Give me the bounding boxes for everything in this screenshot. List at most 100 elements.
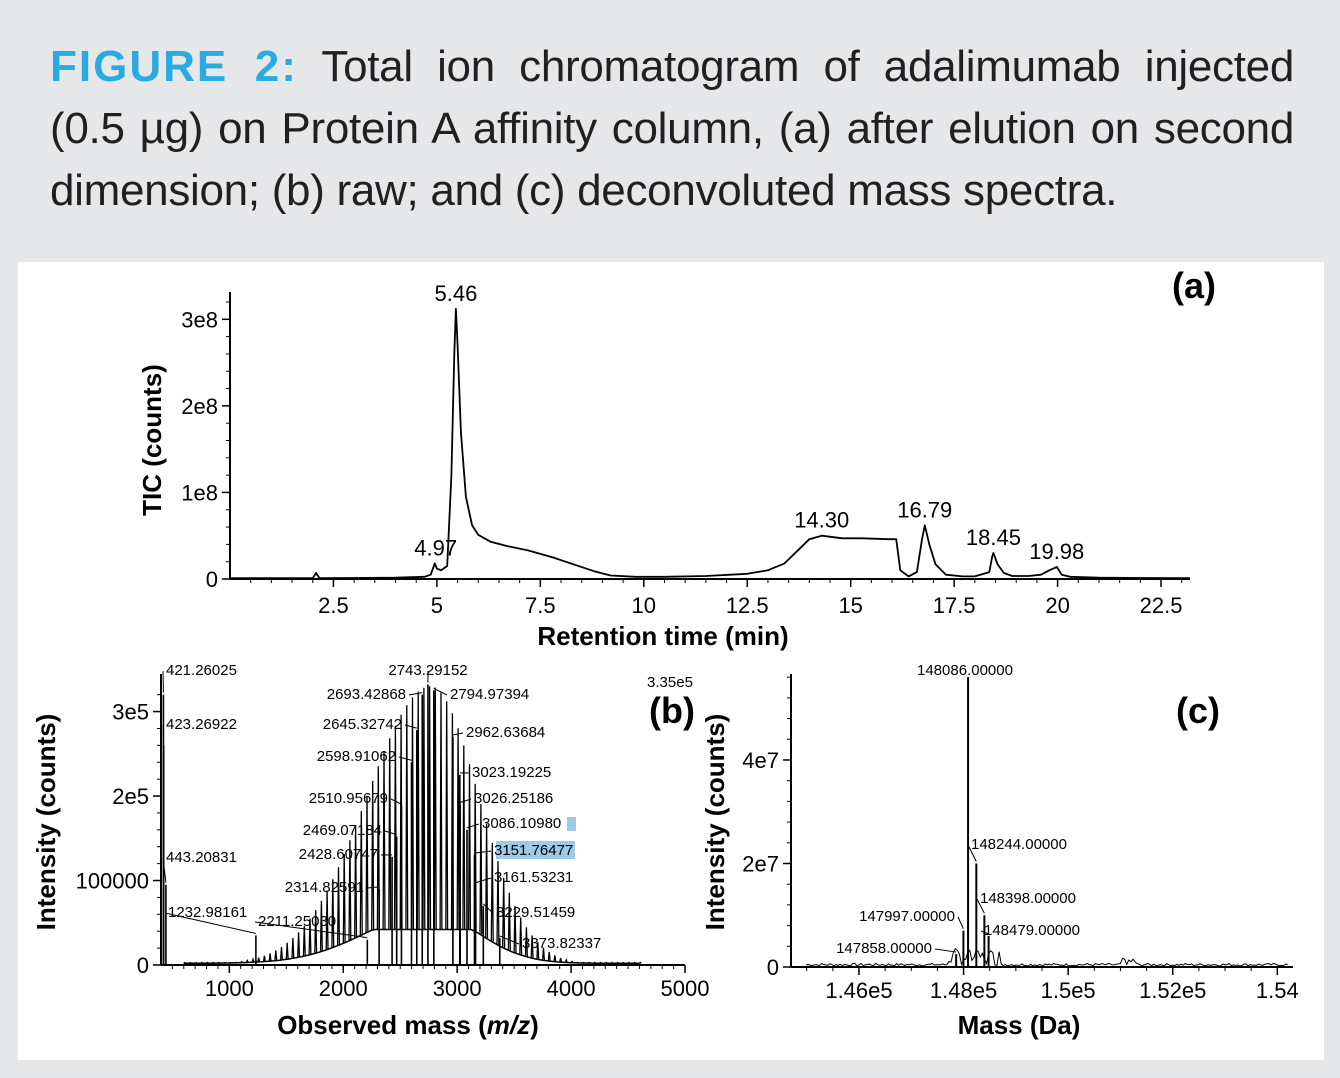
- chart-b-leader-line: [366, 886, 380, 889]
- chart-b-peak-label-443-20831: 443.20831: [166, 849, 237, 866]
- chart-a-panel-label: (a): [1172, 265, 1216, 306]
- chart-a-y-axis-title: TIC (counts): [137, 364, 167, 516]
- figure-caption: FIGURE 2: Total ion chromatogram of adal…: [50, 36, 1294, 222]
- chart-a-x-tick-label-10: 10: [632, 593, 656, 618]
- chart-b-y-tick-label-3e5: 3e5: [112, 700, 149, 725]
- chart-a-peak-label-19-98: 19.98: [1029, 539, 1084, 564]
- chart-a-y-tick-label-1e8: 1e8: [181, 480, 218, 505]
- chart-c-peak-label-148479-00000: 148479.00000: [984, 922, 1080, 939]
- chart-b-leader-line: [254, 921, 368, 939]
- chart-b-peak-label-3086-10980: 3086.10980: [482, 815, 561, 832]
- chart-c-y-tick-label-0: 0: [767, 955, 779, 980]
- chart-c-x-tick-label-1-48e5: 1.48e5: [930, 978, 997, 1003]
- chart-b-leader-line: [433, 688, 448, 696]
- chart-b-y-tick-label-0: 0: [137, 953, 149, 978]
- chart-a-peak-label-16-79: 16.79: [897, 497, 952, 522]
- chart-c-peak-label-148086-00000: 148086.00000: [917, 662, 1013, 679]
- chart-a-x-tick-label-20: 20: [1045, 593, 1069, 618]
- chart-a-x-tick-label-15: 15: [838, 593, 862, 618]
- chart-a-peak-label-14-30: 14.30: [794, 508, 849, 533]
- chart-b-y-tick-label-2e5: 2e5: [112, 784, 149, 809]
- chart-b-x-tick-label-1000: 1000: [205, 976, 254, 1001]
- chart-b-peak-label-2510-95679: 2510.95679: [309, 790, 388, 807]
- chart-a-x-tick-label-7-5: 7.5: [525, 593, 556, 618]
- chart-a-y-tick-label-3e8: 3e8: [181, 307, 218, 332]
- figure-charts: 2.5 5 7.5 10 12.5 15 17.5 20 22.5 0 1e8 2e8 3e8 4.97 5…: [31, 265, 1299, 1040]
- chart-b-peak-label-2598-91062: 2598.91062: [317, 748, 396, 765]
- figure-panel: 2.5 5 7.5 10 12.5 15 17.5 20 22.5 0 1e8 2e8 3e8 4.97 5…: [18, 262, 1324, 1060]
- chart-a-peak-label-5-46: 5.46: [435, 281, 478, 306]
- chart-b-peak-label-423-26922: 423.26922: [166, 716, 237, 733]
- chart-b-leader-line: [390, 798, 402, 805]
- figure-label: FIGURE 2:: [50, 42, 298, 91]
- chart-c-leader-line: [957, 916, 964, 929]
- chart-b-peak-label-2962-63684: 2962.63684: [466, 724, 545, 741]
- chart-c-leader-line: [967, 844, 977, 862]
- chart-a-x-tick-label-2-5: 2.5: [318, 593, 349, 618]
- chart-c-noise-baseline: [806, 947, 1288, 967]
- chart-b-leader-line: [164, 912, 256, 934]
- chart-a-x-tick-label-17-5: 17.5: [933, 593, 976, 618]
- chart-b-peak-label-2314-82591: 2314.82591: [285, 879, 364, 896]
- chart-a-y-tick-label-0: 0: [206, 567, 218, 592]
- chart-b-peak-label-2693-42868: 2693.42868: [327, 686, 406, 703]
- chart-b-x-axis-title: Observed mass (m/z): [277, 1010, 539, 1040]
- chart-c-x-tick-label-1-54: 1.54: [1256, 978, 1299, 1003]
- chart-b-x-tick-label-5000: 5000: [661, 976, 710, 1001]
- chart-b-highlight-box: [496, 841, 575, 859]
- chart-b-max-intensity-label: 3.35e5: [647, 674, 693, 691]
- chart-b-x-tick-label-4000: 4000: [547, 976, 596, 1001]
- chart-a-peak-label-18-45: 18.45: [966, 525, 1021, 550]
- chart-c-panel-label: (c): [1176, 690, 1220, 731]
- chart-a-x-tick-label-5: 5: [431, 593, 443, 618]
- chart-c-y-axis-title: Intensity (counts): [700, 714, 730, 931]
- chart-b-peak-label-2211-25030: 2211.25030: [258, 913, 336, 930]
- chart-c-x-axis-title: Mass (Da): [958, 1010, 1081, 1040]
- chart-b-leader-line: [460, 798, 472, 803]
- chart-a-x-tick-label-22-5: 22.5: [1140, 593, 1183, 618]
- chart-c-y-tick-label-4e7: 4e7: [742, 748, 779, 773]
- chart-b-peak-label-421-26025: 421.26025: [166, 662, 237, 679]
- chart-a-peak-label-4-97: 4.97: [414, 535, 457, 560]
- chart-c-peak-label-148244-00000: 148244.00000: [971, 836, 1067, 853]
- chart-a-series-tic: [230, 308, 1191, 579]
- chart-b-peak-label-2645-32742: 2645.32742: [323, 716, 402, 733]
- chart-b-leader-line: [452, 732, 464, 736]
- chart-b-leader-line: [398, 756, 412, 761]
- chart-b-peak-label-3229-51459: 3229.51459: [496, 904, 575, 921]
- chart-c-leader-line: [934, 948, 957, 953]
- chart-c-peak-label-147997-00000: 147997.00000: [859, 908, 955, 925]
- chart-b-x-tick-label-2000: 2000: [319, 976, 368, 1001]
- chart-b-leader-line: [384, 830, 397, 836]
- chart-b-peak-label-3151-76477: 3151.76477: [494, 842, 573, 859]
- chart-b-leader-line: [408, 692, 423, 696]
- chart-b-leader-line: [482, 903, 494, 914]
- chart-b-peak-label-2743-29152: 2743.29152: [388, 662, 467, 679]
- chart-c-x-tick-label-1-5e5: 1.5e5: [1041, 978, 1096, 1003]
- chart-b-leader-line: [475, 877, 492, 884]
- chart-b-highlight-box: [567, 817, 576, 831]
- chart-c-x-tick-label-1-52e5: 1.52e5: [1139, 978, 1206, 1003]
- chart-b-leader-line: [474, 850, 492, 854]
- chart-c-x-tick-label-1-46e5: 1.46e5: [825, 978, 892, 1003]
- figure-caption-text: Total ion chromatogram of adalimumab inj…: [50, 42, 1294, 215]
- chart-b-leader-line: [499, 935, 520, 945]
- chart-b-peak-label-1232-98161: 1232.98161: [168, 904, 247, 921]
- chart-b-leader-line: [162, 857, 167, 883]
- chart-b-panel-label: (b): [649, 690, 695, 731]
- chart-c-peak-label-147858-00000: 147858.00000: [836, 940, 932, 957]
- chart-b-peak-label-3023-19225: 3023.19225: [472, 764, 551, 781]
- chart-b-peak-label-3161-53231: 3161.53231: [494, 869, 573, 886]
- chart-c-leader-line: [976, 898, 985, 914]
- chart-b-peak-label-2794-97394: 2794.97394: [450, 686, 529, 703]
- chart-b-y-tick-label-100000: 100000: [76, 869, 149, 894]
- chart-c-leader-line: [980, 930, 989, 935]
- chart-b-peak-label-2469-07184: 2469.07184: [303, 822, 382, 839]
- chart-b-leader-line: [162, 724, 165, 744]
- chart-b-leader-line: [466, 823, 480, 829]
- chart-c-y-tick-label-2e7: 2e7: [742, 851, 779, 876]
- chart-b-peak-label-3373-82337: 3373.82337: [522, 935, 601, 952]
- chart-b-peak-label-3026-25186: 3026.25186: [474, 790, 553, 807]
- chart-a-y-tick-label-2e8: 2e8: [181, 394, 218, 419]
- chart-b-leader-line: [404, 724, 417, 729]
